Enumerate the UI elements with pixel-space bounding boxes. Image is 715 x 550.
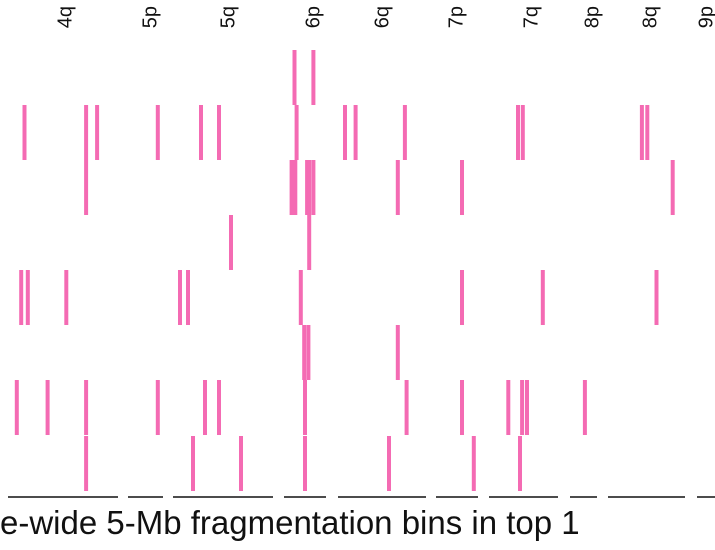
bin-mark xyxy=(303,380,307,435)
x-axis-caption: e-wide 5-Mb fragmentation bins in top 1 xyxy=(0,504,580,541)
bin-mark xyxy=(307,160,312,215)
arm-label-5p: 5p xyxy=(139,6,161,28)
bin-mark xyxy=(582,380,587,435)
bin-mark xyxy=(84,380,89,435)
arm-label-6q: 6q xyxy=(371,6,393,28)
arm-label-4q: 4q xyxy=(54,6,76,28)
bin-mark xyxy=(645,105,650,160)
bin-marks xyxy=(14,50,675,491)
bin-mark xyxy=(298,270,303,325)
arm-label-7q: 7q xyxy=(520,6,542,28)
bin-mark xyxy=(191,436,195,491)
bin-mark xyxy=(303,436,307,491)
bin-mark xyxy=(305,160,310,215)
bin-mark xyxy=(639,105,644,160)
arm-label-5q: 5q xyxy=(217,6,239,28)
bin-mark xyxy=(19,270,24,325)
bin-mark xyxy=(460,270,464,325)
bin-mark xyxy=(84,436,89,491)
bin-mark xyxy=(506,380,511,435)
bin-mark xyxy=(402,105,407,160)
bin-mark xyxy=(518,436,522,491)
bin-mark xyxy=(289,160,294,215)
bin-mark xyxy=(239,436,243,491)
bin-mark xyxy=(45,380,50,435)
bin-mark xyxy=(520,105,525,160)
bin-mark xyxy=(84,105,89,160)
arm-label-9p: 9p xyxy=(695,6,715,28)
bin-mark xyxy=(294,105,299,160)
bin-mark xyxy=(25,270,30,325)
bin-mark xyxy=(311,50,316,105)
bin-mark xyxy=(654,270,659,325)
bin-mark xyxy=(395,325,400,380)
bin-mark xyxy=(525,380,529,435)
bin-mark xyxy=(84,160,89,215)
bin-mark xyxy=(471,436,476,491)
bin-mark xyxy=(155,105,160,160)
bin-mark xyxy=(395,160,400,215)
bin-mark xyxy=(14,380,19,435)
arm-label-8p: 8p xyxy=(581,6,603,28)
bin-mark xyxy=(199,105,203,160)
arm-label-7p: 7p xyxy=(445,6,467,28)
bin-mark xyxy=(95,105,100,160)
bin-mark xyxy=(460,160,464,215)
bin-mark xyxy=(520,380,525,435)
bin-mark xyxy=(307,215,312,270)
bin-mark xyxy=(404,380,409,435)
bin-mark xyxy=(203,380,207,435)
bin-mark xyxy=(670,160,675,215)
bin-mark xyxy=(64,270,69,325)
bin-mark xyxy=(217,105,221,160)
arm-labels: 4q 5p 5q 6p 6q 7p 7q 8p 8q 9p xyxy=(54,6,715,28)
bin-mark xyxy=(343,105,347,160)
arm-label-6p: 6p xyxy=(302,6,324,28)
bin-mark xyxy=(540,270,545,325)
bin-mark xyxy=(302,325,307,380)
bin-mark xyxy=(460,380,464,435)
bin-mark xyxy=(229,215,233,270)
bin-mark xyxy=(186,270,190,325)
bin-mark xyxy=(293,160,298,215)
arm-label-8q: 8q xyxy=(639,6,661,28)
bin-mark xyxy=(387,436,391,491)
bin-mark xyxy=(22,105,27,160)
bin-mark xyxy=(306,325,311,380)
bin-mark xyxy=(217,380,221,435)
bin-mark xyxy=(155,380,160,435)
bin-mark xyxy=(178,270,182,325)
bin-mark xyxy=(353,105,358,160)
bin-mark xyxy=(516,105,520,160)
bin-mark xyxy=(292,50,297,105)
bin-mark xyxy=(311,160,316,215)
